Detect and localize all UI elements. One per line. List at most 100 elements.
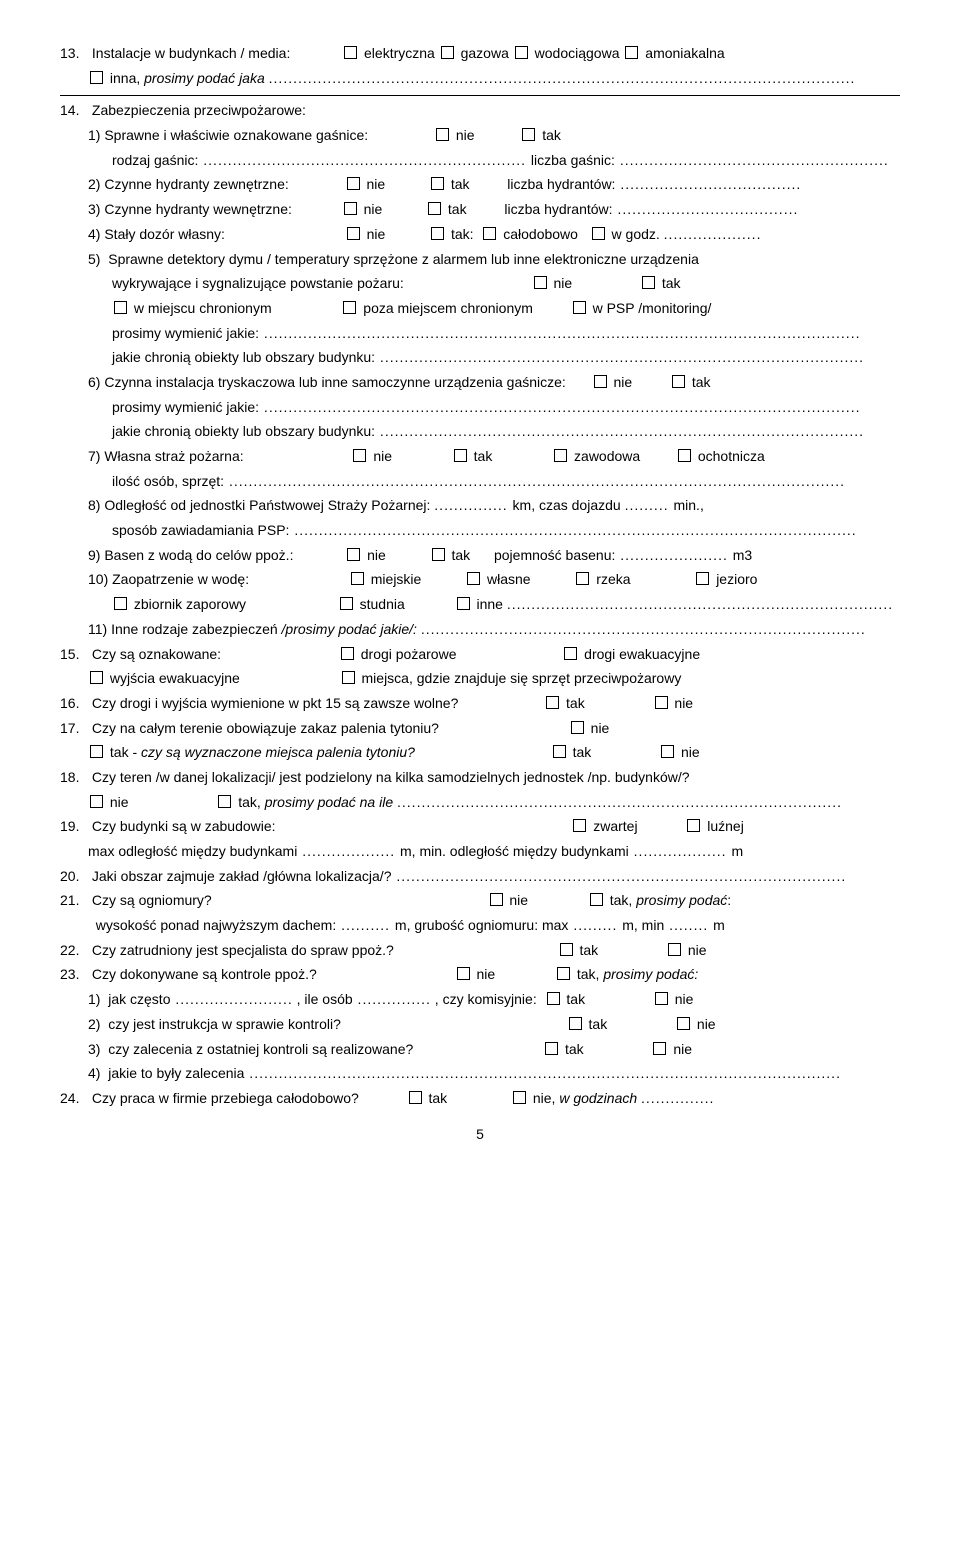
checkbox[interactable] bbox=[490, 893, 503, 906]
checkbox[interactable] bbox=[340, 597, 353, 610]
checkbox[interactable] bbox=[347, 227, 360, 240]
q14-8b: sposób zawiadamiania PSP: ..............… bbox=[60, 520, 900, 542]
q15: 15. Czy są oznakowane: drogi pożarowe dr… bbox=[60, 644, 900, 666]
checkbox[interactable] bbox=[546, 696, 559, 709]
q14-7: 7) Własna straż pożarna: nie tak zawodow… bbox=[60, 446, 900, 468]
q13-other: inna, prosimy podać jaka ...............… bbox=[60, 68, 900, 90]
checkbox[interactable] bbox=[661, 745, 674, 758]
checkbox[interactable] bbox=[431, 177, 444, 190]
checkbox[interactable] bbox=[677, 1017, 690, 1030]
q23-2: 2) czy jest instrukcja w sprawie kontrol… bbox=[60, 1014, 900, 1036]
q23: 23. Czy dokonywane są kontrole ppoż.? ni… bbox=[60, 964, 900, 986]
checkbox-q13-wodociagowa[interactable] bbox=[515, 46, 528, 59]
page-number: 5 bbox=[60, 1124, 900, 1146]
q18b: nie tak, prosimy podać na ile ..........… bbox=[60, 792, 900, 814]
q13: 13. Instalacje w budynkach / media: elek… bbox=[60, 43, 900, 65]
q14-4: 4) Stały dozór własny: nie tak: całodobo… bbox=[60, 224, 900, 246]
checkbox[interactable] bbox=[467, 572, 480, 585]
checkbox[interactable] bbox=[428, 202, 441, 215]
checkbox[interactable] bbox=[347, 548, 360, 561]
checkbox[interactable] bbox=[341, 647, 354, 660]
checkbox[interactable] bbox=[569, 1017, 582, 1030]
q14-2: 2) Czynne hydranty zewnętrzne: nie tak l… bbox=[60, 174, 900, 196]
q17b: tak - czy są wyznaczone miejsca palenia … bbox=[60, 742, 900, 764]
q18: 18. Czy teren /w danej lokalizacji/ jest… bbox=[60, 767, 900, 789]
q21b: wysokość ponad najwyższym dachem: ......… bbox=[60, 915, 900, 937]
checkbox-q13-inna[interactable] bbox=[90, 71, 103, 84]
q14-11: 11) Inne rodzaje zabezpieczeń /prosimy p… bbox=[60, 619, 900, 641]
checkbox[interactable] bbox=[347, 177, 360, 190]
checkbox[interactable] bbox=[218, 795, 231, 808]
checkbox[interactable] bbox=[342, 671, 355, 684]
checkbox[interactable] bbox=[655, 696, 668, 709]
checkbox[interactable] bbox=[668, 943, 681, 956]
q14-8: 8) Odległość od jednostki Państwowej Str… bbox=[60, 495, 900, 517]
checkbox[interactable] bbox=[431, 227, 444, 240]
checkbox[interactable] bbox=[590, 893, 603, 906]
checkbox[interactable] bbox=[457, 597, 470, 610]
q14-title: Zabezpieczenia przeciwpożarowe: bbox=[92, 102, 306, 118]
q13-num: 13. bbox=[60, 43, 88, 65]
q16: 16. Czy drogi i wyjścia wymienione w pkt… bbox=[60, 693, 900, 715]
checkbox[interactable] bbox=[343, 301, 356, 314]
checkbox[interactable] bbox=[432, 548, 445, 561]
checkbox[interactable] bbox=[114, 597, 127, 610]
checkbox[interactable] bbox=[687, 819, 700, 832]
checkbox-q13-gazowa[interactable] bbox=[441, 46, 454, 59]
checkbox[interactable] bbox=[90, 745, 103, 758]
checkbox[interactable] bbox=[436, 128, 449, 141]
checkbox[interactable] bbox=[696, 572, 709, 585]
q14-3: 3) Czynne hydranty wewnętrzne: nie tak l… bbox=[60, 199, 900, 221]
checkbox[interactable] bbox=[90, 671, 103, 684]
checkbox[interactable] bbox=[564, 647, 577, 660]
q23-1: 1) jak często ........................ ,… bbox=[60, 989, 900, 1011]
checkbox[interactable] bbox=[560, 943, 573, 956]
checkbox[interactable] bbox=[672, 375, 685, 388]
q14-9: 9) Basen z wodą do celów ppoż.: nie tak … bbox=[60, 545, 900, 567]
q14-6: 6) Czynna instalacja tryskaczowa lub inn… bbox=[60, 372, 900, 394]
checkbox[interactable] bbox=[409, 1091, 422, 1104]
q14-10: 10) Zaopatrzenie w wodę: miejskie własne… bbox=[60, 569, 900, 591]
q14-5b: wykrywające i sygnalizujące powstanie po… bbox=[60, 273, 900, 295]
checkbox[interactable] bbox=[571, 721, 584, 734]
q14-10b: zbiornik zaporowy studnia inne .........… bbox=[60, 594, 900, 616]
checkbox[interactable] bbox=[557, 967, 570, 980]
q14-5: 5) Sprawne detektory dymu / temperatury … bbox=[60, 249, 900, 271]
q23-3: 3) czy zalecenia z ostatniej kontroli są… bbox=[60, 1039, 900, 1061]
checkbox[interactable] bbox=[114, 301, 127, 314]
q15b: wyjścia ewakuacyjne miejsca, gdzie znajd… bbox=[60, 668, 900, 690]
q19b: max odległość między budynkami .........… bbox=[60, 841, 900, 863]
checkbox-q13-elektryczna[interactable] bbox=[344, 46, 357, 59]
q23-4: 4) jakie to były zalecenia .............… bbox=[60, 1063, 900, 1085]
checkbox[interactable] bbox=[483, 227, 496, 240]
checkbox[interactable] bbox=[594, 375, 607, 388]
q17: 17. Czy na całym terenie obowiązuje zaka… bbox=[60, 718, 900, 740]
checkbox-q13-amoniakalna[interactable] bbox=[625, 46, 638, 59]
checkbox[interactable] bbox=[573, 301, 586, 314]
checkbox[interactable] bbox=[534, 276, 547, 289]
checkbox[interactable] bbox=[573, 819, 586, 832]
checkbox[interactable] bbox=[545, 1042, 558, 1055]
checkbox[interactable] bbox=[642, 276, 655, 289]
q14-5e: jakie chronią obiekty lub obszary budynk… bbox=[60, 347, 900, 369]
checkbox[interactable] bbox=[655, 992, 668, 1005]
checkbox[interactable] bbox=[553, 745, 566, 758]
checkbox[interactable] bbox=[513, 1091, 526, 1104]
checkbox[interactable] bbox=[522, 128, 535, 141]
checkbox[interactable] bbox=[90, 795, 103, 808]
checkbox[interactable] bbox=[454, 449, 467, 462]
checkbox[interactable] bbox=[653, 1042, 666, 1055]
checkbox[interactable] bbox=[344, 202, 357, 215]
q22: 22. Czy zatrudniony jest specjalista do … bbox=[60, 940, 900, 962]
checkbox[interactable] bbox=[547, 992, 560, 1005]
checkbox[interactable] bbox=[457, 967, 470, 980]
checkbox[interactable] bbox=[353, 449, 366, 462]
q14: 14. Zabezpieczenia przeciwpożarowe: bbox=[60, 100, 900, 122]
q14-1: 1) Sprawne i właściwie oznakowane gaśnic… bbox=[60, 125, 900, 147]
checkbox[interactable] bbox=[576, 572, 589, 585]
checkbox[interactable] bbox=[554, 449, 567, 462]
q13-label: Instalacje w budynkach / media: bbox=[92, 45, 290, 61]
checkbox[interactable] bbox=[592, 227, 605, 240]
checkbox[interactable] bbox=[351, 572, 364, 585]
checkbox[interactable] bbox=[678, 449, 691, 462]
